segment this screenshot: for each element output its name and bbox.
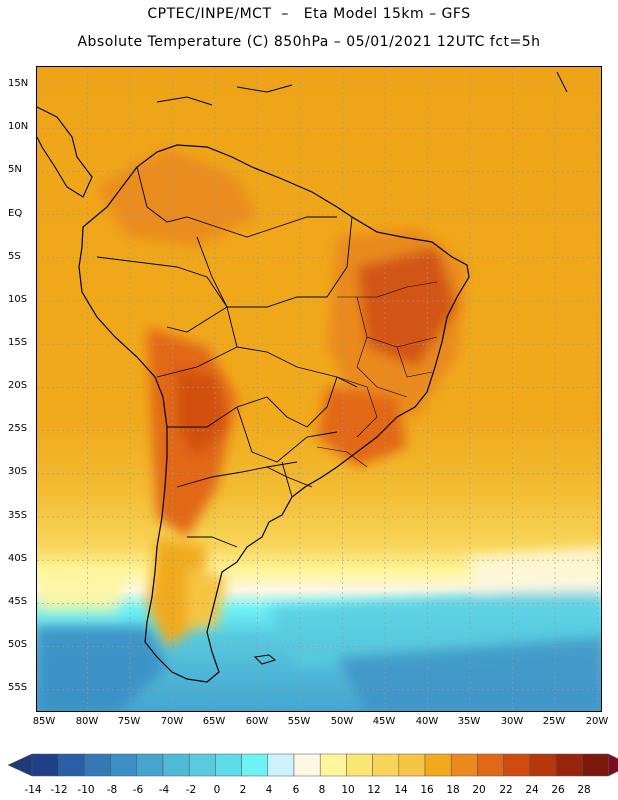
cb-label: -14 — [24, 784, 42, 796]
colorbar-cell — [398, 753, 426, 777]
cb-label: 24 — [525, 784, 539, 796]
colorbar — [7, 753, 618, 777]
lon-label-30w: 30W — [500, 716, 524, 727]
colorbar-cell — [57, 753, 85, 777]
cb-label: 4 — [265, 784, 273, 796]
lon-label-25w: 25W — [542, 716, 566, 727]
falkland-islands — [253, 654, 277, 665]
state-borders — [316, 281, 438, 468]
cb-label: 28 — [577, 784, 591, 796]
lat-label-10s: 10S — [8, 294, 28, 305]
lon-label-45w: 45W — [372, 716, 396, 727]
lat-label-45s: 45S — [8, 596, 28, 607]
lon-label-85w: 85W — [32, 716, 56, 727]
colorbar-cell — [136, 753, 164, 777]
lat-label-20s: 20S — [8, 380, 28, 391]
colorbar-cell — [529, 753, 557, 777]
lon-label-80w: 80W — [75, 716, 99, 727]
cold-regions — [37, 547, 601, 711]
cb-label: 12 — [367, 784, 381, 796]
lon-label-60w: 60W — [245, 716, 269, 727]
cb-label: -6 — [132, 784, 144, 796]
cb-label: -8 — [106, 784, 118, 796]
cb-label: -2 — [185, 784, 197, 796]
colorbar-cell — [267, 753, 295, 777]
cb-label: 14 — [394, 784, 408, 796]
lat-label-50s: 50S — [8, 639, 28, 650]
colorbar-cells — [7, 753, 618, 777]
lat-label-15s: 15S — [8, 337, 28, 348]
temperature-map — [36, 66, 602, 712]
title-line-1: CPTEC/INPE/MCT – Eta Model 15km – GFS — [147, 6, 471, 22]
lon-label-20w: 20W — [585, 716, 609, 727]
cb-label: 6 — [292, 784, 300, 796]
lat-label-30s: 30S — [8, 466, 28, 477]
warm-regions — [97, 147, 467, 647]
lat-label-5s: 5S — [8, 251, 21, 262]
lon-label-35w: 35W — [457, 716, 481, 727]
colorbar-cell — [188, 753, 216, 777]
lat-label-40s: 40S — [8, 553, 28, 564]
lat-label-10n: 10N — [8, 121, 29, 132]
lat-label-25s: 25S — [8, 423, 28, 434]
lon-label-50w: 50W — [330, 716, 354, 727]
colorbar-cell — [450, 753, 478, 777]
lon-label-55w: 55W — [287, 716, 311, 727]
country-borders — [96, 166, 358, 548]
colorbar-cell — [477, 753, 504, 777]
graticule — [37, 67, 601, 711]
cb-label: 2 — [239, 784, 247, 796]
cb-label: 8 — [318, 784, 326, 796]
lat-label-55s: 55S — [8, 682, 28, 693]
cb-label: 22 — [499, 784, 513, 796]
colorbar-cell — [555, 753, 583, 777]
colorbar-cell — [372, 753, 400, 777]
lon-label-40w: 40W — [415, 716, 439, 727]
lat-label-eq: EQ — [8, 208, 23, 219]
cb-label: 18 — [446, 784, 460, 796]
colorbar-cell — [241, 753, 269, 777]
cb-label: 10 — [341, 784, 355, 796]
title-line-2: Absolute Temperature (C) 850hPa – 05/01/… — [77, 34, 541, 50]
colorbar-cell — [84, 753, 111, 777]
lon-label-65w: 65W — [202, 716, 226, 727]
cb-label: 26 — [551, 784, 565, 796]
lat-label-35s: 35S — [8, 510, 28, 521]
colorbar-cell — [293, 753, 321, 777]
lon-label-70w: 70W — [160, 716, 184, 727]
colorbar-cell — [581, 753, 609, 777]
colorbar-cell — [110, 753, 138, 777]
lon-label-75w: 75W — [117, 716, 141, 727]
colorbar-cell — [162, 753, 190, 777]
caribbean-islands — [156, 71, 568, 106]
colorbar-cell — [31, 753, 59, 777]
colorbar-cell — [503, 753, 531, 777]
cb-label: 20 — [472, 784, 486, 796]
colorbar-cell — [319, 753, 347, 777]
south-america-coastline — [78, 144, 470, 683]
cb-label: 16 — [420, 784, 434, 796]
colorbar-cell — [346, 753, 373, 777]
colorbar-under-triangle — [7, 753, 33, 777]
cb-label: -10 — [77, 784, 95, 796]
lat-label-15n: 15N — [8, 78, 29, 89]
cb-label: -12 — [50, 784, 68, 796]
map-canvas — [37, 67, 601, 711]
lat-label-5n: 5N — [8, 164, 22, 175]
cb-label: 0 — [213, 784, 221, 796]
colorbar-cell — [424, 753, 452, 777]
colorbar-cell — [215, 753, 242, 777]
colorbar-over-triangle — [608, 753, 618, 777]
central-america-coastline — [37, 106, 93, 198]
cb-label: -4 — [158, 784, 170, 796]
